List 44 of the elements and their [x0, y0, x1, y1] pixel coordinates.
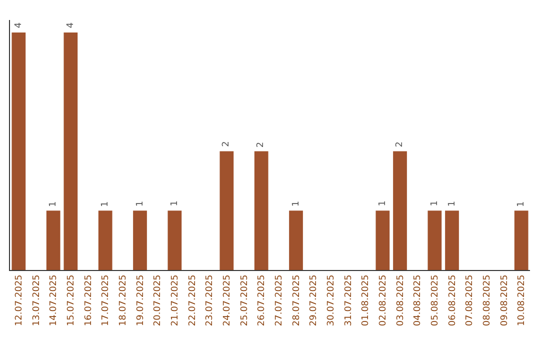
x-tick-label: 10.08.2025 — [517, 274, 528, 326]
x-tick-label: 27.07.2025 — [274, 274, 285, 326]
x-tick-label: 09.08.2025 — [500, 274, 510, 326]
data-label: 1 — [378, 200, 388, 206]
data-label: 4 — [66, 22, 76, 28]
x-tick-label: 13.07.2025 — [32, 274, 42, 326]
data-label: 1 — [516, 201, 527, 207]
x-tick-label: 05.08.2025 — [430, 274, 441, 326]
data-label: 2 — [256, 142, 266, 148]
data-label: 4 — [14, 22, 24, 28]
x-tick-label: 01.08.2025 — [361, 274, 372, 326]
x-tick-label: 21.07.2025 — [170, 274, 181, 326]
x-tick-label: 28.07.2025 — [292, 274, 302, 326]
x-tick-label: 16.07.2025 — [84, 274, 94, 326]
x-tick-label: 12.07.2025 — [14, 274, 25, 326]
data-label: 2 — [394, 142, 405, 148]
data-label: 1 — [430, 200, 440, 206]
x-tick-label: 07.08.2025 — [465, 274, 476, 326]
data-label: 2 — [221, 141, 232, 147]
data-label: 1 — [291, 200, 302, 207]
x-tick-label: 20.07.2025 — [153, 274, 164, 326]
x-tick-label: 17.07.2025 — [101, 274, 112, 326]
x-tick-label: 19.07.2025 — [136, 274, 146, 326]
x-tick-label: 14.07.2025 — [49, 274, 60, 326]
x-tick-label: 26.07.2025 — [257, 274, 268, 326]
x-tick-label: 04.08.2025 — [413, 274, 424, 326]
x-tick-label: 30.07.2025 — [326, 274, 337, 326]
x-tick-label: 24.07.2025 — [222, 274, 233, 326]
x-tick-label: 31.07.2025 — [344, 274, 354, 326]
data-label: 1 — [447, 200, 458, 207]
x-tick-label: 25.07.2025 — [240, 274, 250, 326]
x-tick-label: 15.07.2025 — [66, 274, 77, 326]
x-tick-label: 03.08.2025 — [396, 274, 406, 326]
x-tick-label: 18.07.2025 — [118, 274, 129, 326]
data-label: 1 — [100, 201, 111, 207]
x-tick-label: 08.08.2025 — [482, 274, 493, 326]
x-tick-label: 29.07.2025 — [309, 274, 320, 326]
x-tick-label: 23.07.2025 — [205, 274, 216, 326]
data-label: 1 — [135, 200, 146, 207]
data-label: 1 — [48, 201, 59, 207]
x-tick-label: 06.08.2025 — [448, 274, 458, 326]
x-tick-label: 22.07.2025 — [188, 274, 198, 326]
data-label: 1 — [170, 200, 180, 206]
x-tick-label: 02.08.2025 — [378, 274, 389, 326]
